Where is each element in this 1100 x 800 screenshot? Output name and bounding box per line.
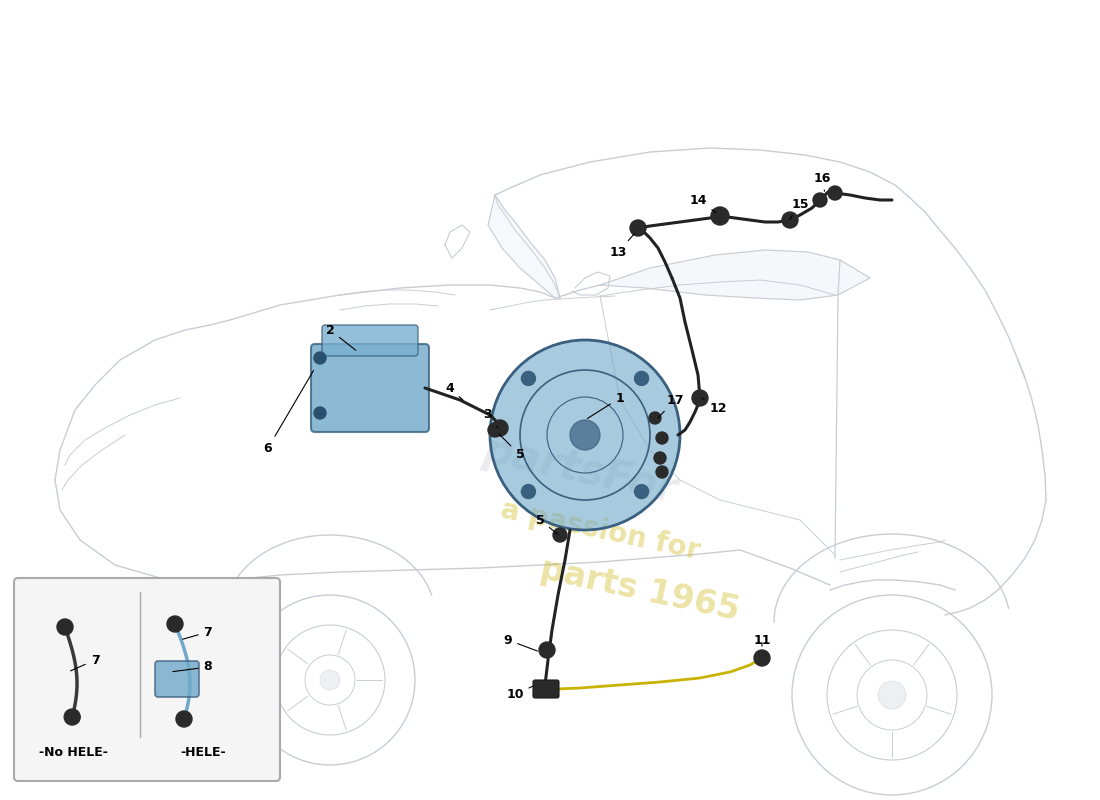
Text: 5: 5 — [536, 514, 558, 534]
Text: 16: 16 — [813, 171, 830, 191]
Circle shape — [754, 650, 770, 666]
Text: 8: 8 — [173, 661, 212, 674]
Circle shape — [521, 371, 536, 386]
Circle shape — [711, 207, 729, 225]
Circle shape — [492, 420, 508, 436]
Text: parts 1965: parts 1965 — [537, 553, 742, 627]
FancyBboxPatch shape — [322, 325, 418, 356]
Circle shape — [828, 186, 842, 200]
Circle shape — [630, 220, 646, 236]
Text: 9: 9 — [504, 634, 538, 651]
Text: 10: 10 — [506, 686, 532, 702]
Text: partsFor: partsFor — [480, 429, 681, 511]
Polygon shape — [488, 195, 560, 298]
Circle shape — [654, 452, 666, 464]
Circle shape — [488, 423, 502, 437]
Text: 12: 12 — [702, 398, 727, 414]
FancyBboxPatch shape — [14, 578, 280, 781]
Polygon shape — [600, 250, 870, 300]
Circle shape — [656, 466, 668, 478]
Text: 6: 6 — [264, 370, 314, 454]
Text: 13: 13 — [609, 234, 634, 258]
Circle shape — [635, 485, 649, 498]
Text: 11: 11 — [754, 634, 771, 646]
Text: -No HELE-: -No HELE- — [39, 746, 108, 758]
Text: -HELE-: -HELE- — [180, 746, 226, 758]
Text: 15: 15 — [790, 198, 808, 220]
Circle shape — [656, 432, 668, 444]
Text: 7: 7 — [70, 654, 99, 671]
Text: 5: 5 — [499, 434, 525, 462]
Circle shape — [649, 412, 661, 424]
Circle shape — [570, 420, 600, 450]
Text: 2: 2 — [326, 323, 355, 350]
FancyBboxPatch shape — [311, 344, 429, 432]
Circle shape — [521, 485, 536, 498]
Circle shape — [176, 711, 192, 727]
Circle shape — [314, 407, 326, 419]
Circle shape — [782, 212, 797, 228]
Circle shape — [692, 390, 708, 406]
Text: a passion for: a passion for — [497, 495, 702, 565]
Circle shape — [64, 709, 80, 725]
Text: 1: 1 — [587, 391, 625, 418]
Circle shape — [553, 528, 566, 542]
FancyBboxPatch shape — [155, 661, 199, 697]
Circle shape — [167, 616, 183, 632]
Circle shape — [813, 193, 827, 207]
Text: 17: 17 — [658, 394, 684, 418]
Circle shape — [314, 352, 326, 364]
Circle shape — [635, 371, 649, 386]
Text: 3: 3 — [484, 409, 498, 428]
Circle shape — [320, 670, 340, 690]
Circle shape — [490, 340, 680, 530]
Text: 14: 14 — [690, 194, 716, 213]
Circle shape — [57, 619, 73, 635]
Circle shape — [878, 681, 906, 709]
FancyBboxPatch shape — [534, 680, 559, 698]
Text: 4: 4 — [446, 382, 463, 400]
Circle shape — [539, 642, 556, 658]
Text: 7: 7 — [183, 626, 212, 639]
